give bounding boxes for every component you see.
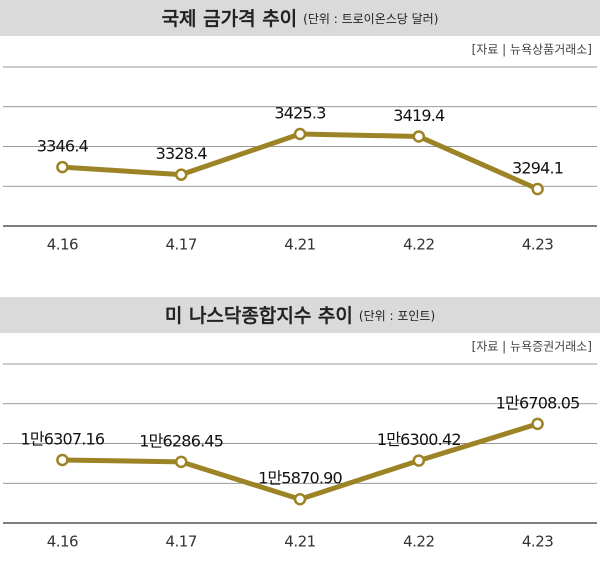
data-label: 1만6708.05 xyxy=(496,393,580,412)
x-tick-label: 4.23 xyxy=(522,236,553,254)
title-band xyxy=(0,297,600,333)
subtitle-text: (단위 : 포인트) xyxy=(359,309,435,323)
title-band xyxy=(0,0,600,36)
data-line xyxy=(62,421,539,502)
data-point xyxy=(56,453,69,467)
data-label: 3346.4 xyxy=(37,137,89,156)
data-point xyxy=(174,455,188,469)
x-tick-label: 4.16 xyxy=(47,236,78,254)
x-tick-label: 4.17 xyxy=(165,533,196,551)
subtitle-text: (단위 : 트로이온스당 달러) xyxy=(303,12,438,26)
data-label: 1만6300.42 xyxy=(377,430,461,449)
data-label: 3294.1 xyxy=(512,159,563,178)
chart-title: 미 나스닥종합지수 추이 (단위 : 포인트) xyxy=(165,305,435,327)
data-point xyxy=(531,417,544,431)
x-tick-label: 4.17 xyxy=(165,236,196,254)
title-text: 국제 금가격 추이 xyxy=(162,8,298,30)
x-tick-label: 4.22 xyxy=(403,236,434,254)
title-text: 미 나스닥종합지수 추이 xyxy=(165,305,353,327)
chart-panel: 국제 금가격 추이 (단위 : 트로이온스당 달러) [자료 | 뉴욕상품거래소] 3… xyxy=(0,0,600,254)
data-label: 1만6286.45 xyxy=(139,431,223,450)
data-point xyxy=(293,492,307,506)
data-label: 3425.3 xyxy=(274,103,325,122)
source-note: [자료 | 뉴욕상품거래소] xyxy=(472,43,592,57)
data-point xyxy=(412,454,426,467)
data-label: 1만5870.90 xyxy=(258,469,342,488)
x-tick-label: 4.22 xyxy=(403,533,434,551)
data-point xyxy=(531,182,544,196)
chart-title: 국제 금가격 추이 (단위 : 트로이온스당 달러) xyxy=(162,8,439,30)
source-note: [자료 | 뉴욕증권거래소] xyxy=(472,340,592,354)
data-line xyxy=(62,131,539,192)
data-point xyxy=(412,130,426,143)
data-label: 3419.4 xyxy=(393,106,445,125)
data-point xyxy=(174,168,188,181)
x-tick-label: 4.23 xyxy=(522,533,553,551)
data-point xyxy=(293,127,307,141)
data-label: 1만6307.16 xyxy=(20,429,104,448)
x-tick-label: 4.21 xyxy=(284,236,315,254)
chart-panel: 미 나스닥종합지수 추이 (단위 : 포인트) [자료 | 뉴욕증권거래소] 1만63… xyxy=(0,297,600,551)
x-tick-label: 4.16 xyxy=(47,533,78,551)
data-point xyxy=(56,160,69,174)
data-label: 3328.4 xyxy=(156,144,208,163)
x-tick-label: 4.21 xyxy=(284,533,315,551)
